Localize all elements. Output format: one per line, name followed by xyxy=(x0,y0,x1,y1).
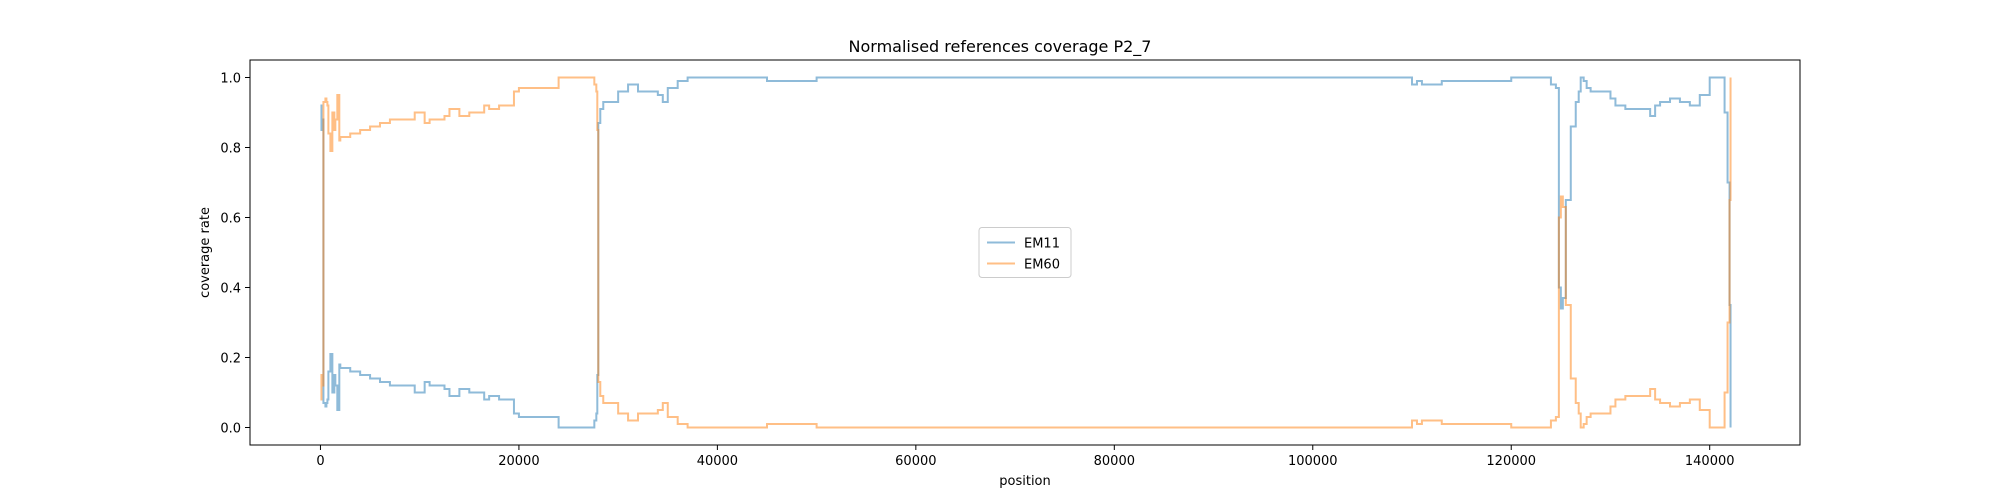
x-tick: 40000 xyxy=(697,445,738,469)
y-tick: 0.6 xyxy=(220,212,250,227)
series-line-em60 xyxy=(320,76,1732,429)
y-tick-label: 0.6 xyxy=(220,212,241,227)
x-tick-label: 120000 xyxy=(1486,454,1536,469)
x-tick: 140000 xyxy=(1685,445,1735,469)
y-tick-label: 0.0 xyxy=(220,422,241,437)
chart-title: Normalised references coverage P2_7 xyxy=(849,37,1152,57)
x-tick-label: 0 xyxy=(316,454,324,469)
x-tick: 100000 xyxy=(1288,445,1338,469)
plot-area xyxy=(320,76,1732,429)
y-tick: 0.4 xyxy=(220,282,250,297)
x-tick: 60000 xyxy=(895,445,937,469)
x-tick: 80000 xyxy=(1094,445,1135,469)
y-tick-label: 1.0 xyxy=(220,72,241,87)
x-axis-label: position xyxy=(999,474,1051,489)
x-axis: 0 20000 40000 60000 80000 100000 120000 140000 xyxy=(316,445,1735,469)
series-line-em11 xyxy=(320,76,1732,429)
x-tick-label: 40000 xyxy=(697,454,738,469)
y-tick: 0.2 xyxy=(220,352,250,367)
axes-frame xyxy=(249,59,1801,446)
y-tick-label: 0.2 xyxy=(220,352,241,367)
x-tick-label: 140000 xyxy=(1685,454,1735,469)
y-tick: 0.8 xyxy=(220,142,250,157)
x-tick-label: 100000 xyxy=(1288,454,1338,469)
y-axis: 0.0 0.2 0.4 0.6 0.8 1.0 xyxy=(220,72,250,437)
y-tick-label: 0.8 xyxy=(220,142,241,157)
legend-label-em11: EM11 xyxy=(1024,237,1060,252)
x-tick: 0 xyxy=(316,445,325,469)
legend-frame xyxy=(978,227,1072,278)
x-tick-label: 20000 xyxy=(498,454,539,469)
x-tick-label: 80000 xyxy=(1094,454,1135,469)
y-tick: 0.0 xyxy=(220,422,250,437)
y-tick-label: 0.4 xyxy=(220,282,241,297)
x-tick-label: 60000 xyxy=(895,454,936,469)
y-tick: 1.0 xyxy=(220,72,250,87)
x-tick: 20000 xyxy=(498,445,540,469)
legend-label-em60: EM60 xyxy=(1024,258,1060,273)
legend: EM11 EM60 xyxy=(978,227,1072,278)
y-axis-label: coverage rate xyxy=(198,207,213,298)
x-tick: 120000 xyxy=(1486,445,1536,469)
